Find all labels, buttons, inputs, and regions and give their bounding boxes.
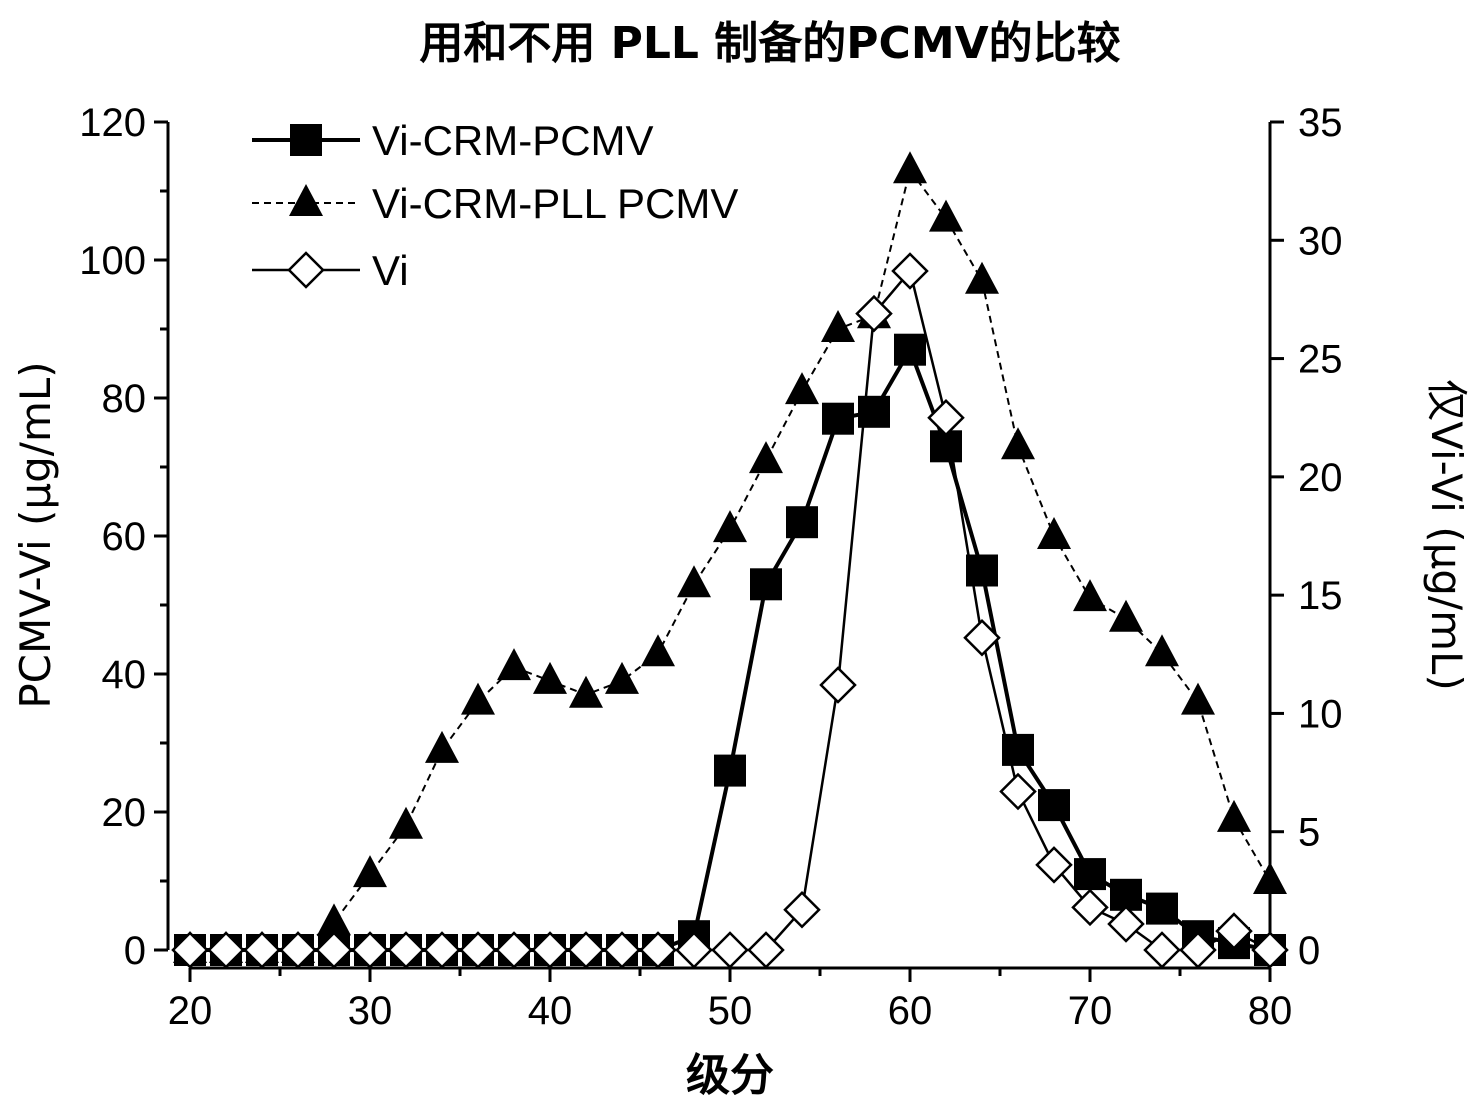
triangle-marker bbox=[461, 683, 495, 715]
x-tick-label: 40 bbox=[528, 989, 573, 1033]
square-marker bbox=[822, 403, 854, 435]
legend-label: Vi bbox=[372, 247, 409, 294]
triangle-marker bbox=[1073, 579, 1107, 611]
triangle-marker bbox=[1001, 427, 1035, 459]
x-tick-label: 30 bbox=[348, 989, 393, 1033]
triangle-marker bbox=[1253, 862, 1287, 894]
square-marker bbox=[1074, 858, 1106, 890]
y-tick-label: 100 bbox=[79, 239, 146, 283]
diamond-marker bbox=[713, 933, 747, 967]
y2-tick-label: 25 bbox=[1298, 338, 1343, 382]
series-line bbox=[190, 170, 1270, 950]
triangle-marker bbox=[893, 151, 927, 183]
triangle-marker bbox=[317, 903, 351, 935]
triangle-marker bbox=[965, 262, 999, 294]
series-vi bbox=[173, 254, 1287, 967]
triangle-marker bbox=[785, 372, 819, 404]
triangle-marker bbox=[605, 662, 639, 694]
triangle-marker bbox=[389, 807, 423, 839]
series-line bbox=[190, 271, 1270, 950]
triangle-marker bbox=[497, 648, 531, 680]
diamond-marker bbox=[1001, 774, 1035, 808]
x-tick-label: 20 bbox=[168, 989, 213, 1033]
diamond-marker bbox=[1037, 848, 1071, 882]
x-tick-label: 60 bbox=[888, 989, 933, 1033]
triangle-marker bbox=[677, 565, 711, 597]
y-tick-label: 0 bbox=[124, 929, 146, 973]
diamond-marker bbox=[289, 253, 323, 287]
square-marker bbox=[750, 568, 782, 600]
legend-label: Vi-CRM-PCMV bbox=[372, 117, 654, 164]
diamond-marker bbox=[1109, 907, 1143, 941]
x-tick-label: 70 bbox=[1068, 989, 1113, 1033]
series-vi-crm-pll-pcmv bbox=[173, 151, 1287, 963]
diamond-marker bbox=[1145, 933, 1179, 967]
diamond-marker bbox=[893, 254, 927, 288]
triangle-marker bbox=[1109, 600, 1143, 632]
square-marker bbox=[786, 506, 818, 538]
diamond-marker bbox=[821, 668, 855, 702]
y2-tick-label: 0 bbox=[1298, 929, 1320, 973]
x-tick-label: 50 bbox=[708, 989, 753, 1033]
square-marker bbox=[894, 334, 926, 366]
triangle-marker bbox=[289, 184, 323, 216]
y2-tick-label: 20 bbox=[1298, 456, 1343, 500]
legend: Vi-CRM-PCMV Vi-CRM-PLL PCMV Vi bbox=[252, 117, 738, 294]
y-tick-label: 20 bbox=[102, 791, 147, 835]
series-line bbox=[190, 350, 1270, 950]
y2-tick-label: 35 bbox=[1298, 101, 1343, 145]
square-marker bbox=[714, 755, 746, 787]
y-tick-label: 60 bbox=[102, 515, 147, 559]
chart-title: 用和不用 PLL 制备的PCMV的比较 bbox=[419, 18, 1120, 69]
y-axis-label: PCMV-Vi (μg/mL) bbox=[11, 361, 60, 708]
triangle-marker bbox=[1217, 800, 1251, 832]
square-marker bbox=[1146, 893, 1178, 925]
y2-tick-label: 15 bbox=[1298, 574, 1343, 618]
diamond-marker bbox=[1073, 890, 1107, 924]
square-marker bbox=[1038, 789, 1070, 821]
y2-tick-label: 5 bbox=[1298, 811, 1320, 855]
y-tick-label: 120 bbox=[79, 101, 146, 145]
y2-axis-label: 仅Vi-Vi (μg/mL) bbox=[1422, 379, 1471, 691]
triangle-marker bbox=[569, 676, 603, 708]
diamond-marker bbox=[929, 401, 963, 435]
x-tick-label: 80 bbox=[1248, 989, 1293, 1033]
square-marker bbox=[290, 124, 322, 156]
x-axis-label: 级分 bbox=[686, 1050, 774, 1101]
triangle-marker bbox=[1181, 683, 1215, 715]
triangle-marker bbox=[641, 634, 675, 666]
y2-tick-label: 10 bbox=[1298, 692, 1343, 736]
y-tick-label: 40 bbox=[102, 653, 147, 697]
series-vi-crm-pcmv bbox=[174, 334, 1286, 966]
series-layer bbox=[173, 151, 1287, 967]
triangle-marker bbox=[1145, 634, 1179, 666]
triangle-marker bbox=[749, 441, 783, 473]
triangle-marker bbox=[929, 200, 963, 232]
legend-label: Vi-CRM-PLL PCMV bbox=[372, 180, 738, 227]
triangle-marker bbox=[1037, 517, 1071, 549]
triangle-marker bbox=[533, 662, 567, 694]
triangle-marker bbox=[353, 855, 387, 887]
y2-tick-label: 30 bbox=[1298, 219, 1343, 263]
triangle-marker bbox=[821, 310, 855, 342]
triangle-marker bbox=[713, 510, 747, 542]
triangle-marker bbox=[425, 731, 459, 763]
y-tick-label: 80 bbox=[102, 377, 147, 421]
